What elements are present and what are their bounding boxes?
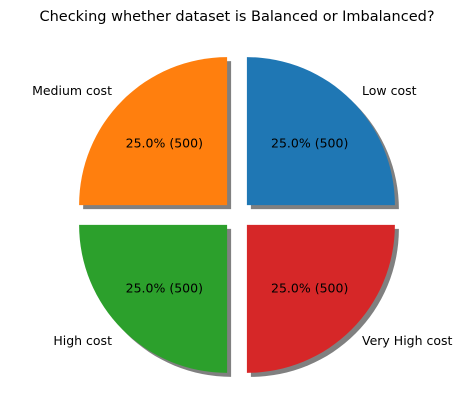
slice-category-label: Medium cost	[32, 83, 112, 98]
slice-percent-label: 25.0% (500)	[271, 281, 348, 296]
pie-labels: 25.0% (500) Low cost 25.0% (500) Medium cos…	[32, 83, 452, 348]
slice-percent-label: 25.0% (500)	[126, 135, 203, 150]
slice-very-high-cost	[246, 224, 395, 373]
slice-low-cost	[246, 57, 395, 206]
slice-category-label: Very High cost	[362, 333, 453, 348]
slice-high-cost	[79, 224, 228, 373]
slice-category-label: Low cost	[362, 83, 417, 98]
chart-title: Checking whether dataset is Balanced or …	[39, 9, 434, 25]
pie-slices	[79, 57, 395, 373]
slice-percent-label: 25.0% (500)	[271, 135, 348, 150]
slice-percent-label: 25.0% (500)	[126, 281, 203, 296]
slice-category-label: High cost	[53, 333, 112, 348]
slice-medium-cost	[79, 57, 228, 206]
